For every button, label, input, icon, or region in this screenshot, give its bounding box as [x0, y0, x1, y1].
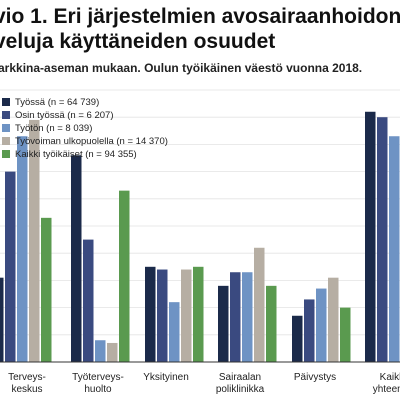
- bar-1-6: [365, 111, 376, 362]
- legend-label: Osin työssä (n = 6 207): [15, 109, 114, 121]
- bar-1-5: [292, 315, 303, 362]
- bar-5-3: [193, 266, 204, 362]
- bar-5-1: [41, 217, 52, 362]
- category-label: Yksityinen: [143, 372, 189, 383]
- category-label: Päivystys: [293, 372, 337, 383]
- bar-4-4: [254, 247, 265, 362]
- category-label: Sairaalan poliklinikka: [215, 372, 265, 395]
- bar-3-3: [169, 302, 180, 362]
- bar-3-6: [389, 136, 400, 362]
- legend-item: Työtön (n = 8 039): [2, 122, 222, 134]
- bar-4-3: [181, 269, 192, 362]
- bar-4-5: [328, 277, 339, 362]
- chart-title-line-2: veluja käyttäneiden osuudet: [0, 30, 276, 53]
- legend-swatch: [2, 137, 10, 145]
- legend-item: Työvoiman ulkopuolella (n = 14 370): [2, 135, 222, 147]
- bar-4-2: [107, 342, 118, 362]
- bar-5-4: [266, 285, 277, 362]
- bar-4-1: [29, 119, 40, 362]
- bar-3-1: [17, 136, 28, 362]
- bar-5-2: [119, 190, 130, 362]
- bar-5-5: [340, 307, 351, 362]
- category-label: Kaikki yhteensä: [372, 372, 400, 395]
- bar-2-2: [83, 239, 94, 362]
- bar-2-5: [304, 299, 315, 362]
- legend-swatch: [2, 98, 10, 106]
- bar-2-3: [157, 269, 168, 362]
- chart-subtitle: arkkina-aseman mukaan. Oulun työikäinen …: [0, 61, 363, 75]
- legend-swatch: [2, 111, 10, 119]
- category-label: Työterveys- huolto: [72, 372, 124, 395]
- bar-2-4: [230, 272, 241, 362]
- category-label: Terveys- keskus: [8, 372, 46, 395]
- bar-3-5: [316, 288, 327, 362]
- legend-label: Työtön (n = 8 039): [15, 122, 93, 134]
- legend-label: Työvoiman ulkopuolella (n = 14 370): [15, 135, 168, 147]
- bar-1-2: [71, 155, 82, 362]
- legend-item: Osin työssä (n = 6 207): [2, 109, 222, 121]
- legend-swatch: [2, 150, 10, 158]
- legend-label: Työssä (n = 64 739): [15, 96, 100, 108]
- bar-1-4: [218, 285, 229, 362]
- bar-2-1: [5, 171, 16, 362]
- bar-3-4: [242, 272, 253, 362]
- bar-3-2: [95, 340, 106, 362]
- bar-1-3: [145, 266, 156, 362]
- chart-title: vio 1. Eri järjestelmien avosairaanhoido…: [0, 4, 400, 54]
- bar-1-1: [0, 277, 4, 362]
- chart-title-line-1: vio 1. Eri järjestelmien avosairaanhoido…: [0, 5, 400, 28]
- legend-item: Työssä (n = 64 739): [2, 96, 222, 108]
- legend-item: Kaikki työikäiset (n = 94 355): [2, 148, 222, 160]
- legend-label: Kaikki työikäiset (n = 94 355): [15, 148, 137, 160]
- legend-swatch: [2, 124, 10, 132]
- bar-2-6: [377, 117, 388, 362]
